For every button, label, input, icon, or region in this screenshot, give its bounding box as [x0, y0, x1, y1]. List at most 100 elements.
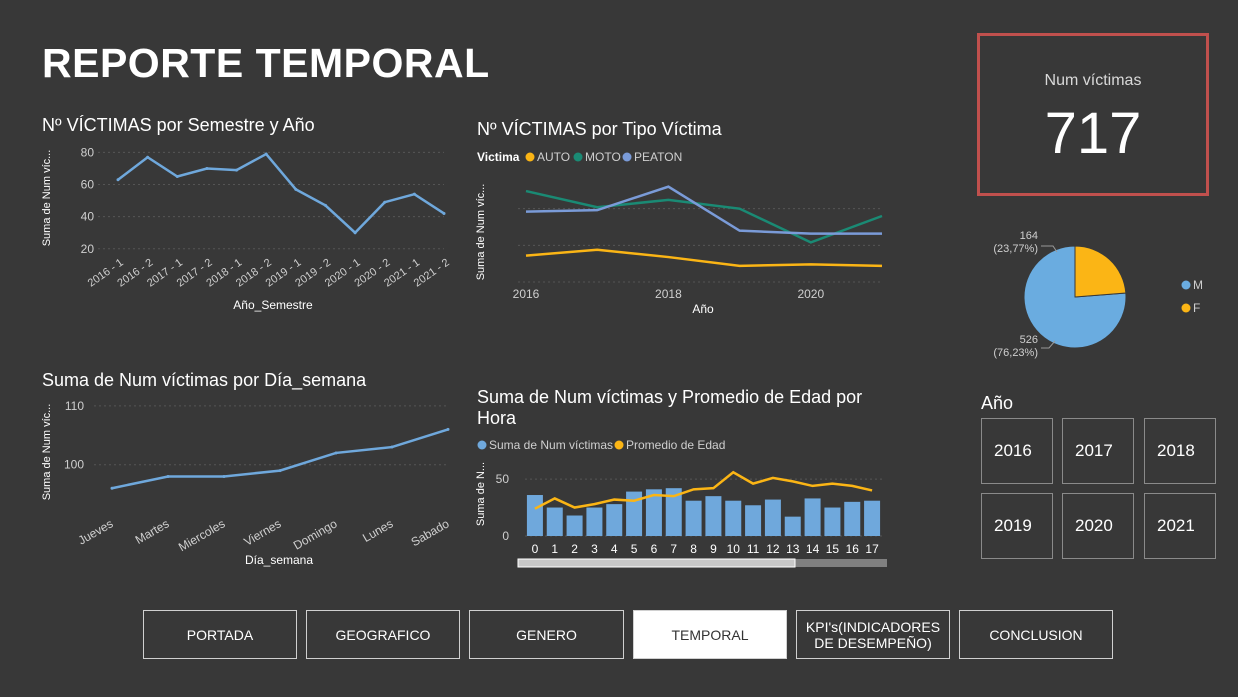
- y-axis-label: Suma de N...: [475, 462, 487, 526]
- chart-hora[interactable]: Suma de Num víctimas Promedio de Edad 0 50 0…: [470, 432, 895, 572]
- x-tick-label: 1: [551, 542, 558, 556]
- y-tick-label: 0: [502, 529, 509, 543]
- data-point: [323, 203, 327, 207]
- pie-label-m-value: 526: [1020, 334, 1038, 346]
- y-axis-label: Suma de Num víc...: [41, 404, 53, 501]
- year-button-2019[interactable]: 2019: [981, 493, 1053, 559]
- kpi-label: Num víctimas: [1044, 72, 1142, 89]
- x-tick-label: Sabado: [409, 516, 452, 549]
- data-point: [278, 469, 282, 473]
- y-tick-label: 80: [81, 145, 95, 159]
- x-tick-label: Martes: [133, 516, 172, 546]
- y-tick-label: 20: [81, 242, 95, 256]
- x-tick-label: 2016: [513, 287, 540, 301]
- x-tick-label: 8: [690, 542, 697, 556]
- data-point: [412, 192, 416, 196]
- x-tick-label: 4: [611, 542, 618, 556]
- legend-marker-auto: [525, 152, 535, 162]
- bar: [804, 498, 821, 536]
- legend-label-f: F: [1193, 301, 1200, 315]
- series-line: [111, 428, 449, 490]
- nav-button-portada[interactable]: PORTADA: [143, 610, 297, 659]
- series-line-moto: [525, 189, 883, 244]
- x-tick-label: 0: [532, 542, 539, 556]
- chart-genero-pie[interactable]: 164(23,77%) 526(76,23%) MF: [975, 220, 1225, 370]
- x-tick-label: 2020: [797, 287, 824, 301]
- year-button-2021[interactable]: 2021: [1144, 493, 1216, 559]
- legend-label-promedio-edad: Promedio de Edad: [626, 438, 725, 452]
- kpi-card: Num víctimas 717: [977, 33, 1209, 196]
- data-point: [390, 445, 394, 449]
- bar: [645, 489, 662, 536]
- x-tick-label: 5: [631, 542, 638, 556]
- y-tick-label: 60: [81, 178, 95, 192]
- kpi-value: 717: [1044, 101, 1142, 166]
- year-button-2018[interactable]: 2018: [1144, 418, 1216, 484]
- bar: [764, 499, 781, 536]
- data-point: [222, 474, 226, 478]
- x-tick-label: 7: [670, 542, 677, 556]
- y-tick-label: 100: [64, 458, 84, 472]
- bar: [526, 495, 543, 536]
- legend-marker-m: [1181, 280, 1191, 290]
- chart-title-hora: Suma de Num víctimas y Promedio de Edad …: [477, 387, 863, 428]
- legend-label-auto: AUTO: [537, 150, 570, 164]
- scrollbar-thumb[interactable]: [517, 558, 796, 568]
- y-tick-label: 40: [81, 210, 95, 224]
- year-button-2020[interactable]: 2020: [1062, 493, 1134, 559]
- pie-slice-f: [1074, 245, 1127, 298]
- x-axis-label: Año_Semestre: [233, 298, 313, 312]
- bar: [705, 496, 722, 536]
- data-point: [116, 178, 120, 182]
- bar: [784, 516, 801, 536]
- year-button-2016[interactable]: 2016: [981, 418, 1053, 484]
- chart-tipo-victima[interactable]: Victima AUTO MOTO PEATON 2016 2018 2020 Año Suma…: [470, 144, 895, 324]
- nav-button-genero[interactable]: GENERO: [469, 610, 624, 659]
- pie-leader-line: [1041, 340, 1056, 349]
- y-tick-label: 50: [496, 472, 510, 486]
- year-button-2017[interactable]: 2017: [1062, 418, 1134, 484]
- nav-button-geografico[interactable]: GEOGRAFICO: [306, 610, 460, 659]
- chart-title-dia: Suma de Num víctimas por Día_semana: [42, 370, 367, 390]
- chart-dia-semana[interactable]: 100 110 Jueves Martes Miercoles Viernes Doming…: [36, 392, 456, 572]
- x-tick-label: 13: [786, 542, 800, 556]
- x-tick-label: 2018: [655, 287, 682, 301]
- x-tick-label: 12: [766, 542, 780, 556]
- pie-leader-line: [1041, 245, 1058, 253]
- series-line: [117, 152, 445, 235]
- bar: [586, 507, 603, 536]
- x-tick-label: Domingo: [291, 516, 340, 552]
- nav-button-temporal[interactable]: TEMPORAL: [633, 610, 787, 659]
- x-tick-label: 14: [806, 542, 820, 556]
- legend-label-num-victimas: Suma de Num víctimas: [489, 438, 613, 452]
- bar: [566, 515, 583, 536]
- chart-title-tipo: Nº VÍCTIMAS por Tipo Víctima: [477, 119, 722, 139]
- y-tick-label: 110: [65, 399, 84, 413]
- x-tick-label: 2: [571, 542, 578, 556]
- x-tick-label: 17: [865, 542, 879, 556]
- legend-marker-peaton: [622, 152, 632, 162]
- bar: [685, 500, 702, 536]
- x-tick-label: Jueves: [76, 516, 116, 547]
- x-tick-label: 11: [747, 542, 760, 556]
- data-point: [383, 200, 387, 204]
- pie-label-f-value: 164: [1020, 230, 1038, 242]
- x-tick-label: 9: [710, 542, 717, 556]
- chart-title-semestre: Nº VÍCTIMAS por Semestre y Año: [42, 115, 315, 135]
- bar: [725, 500, 742, 536]
- x-tick-label: 3: [591, 542, 598, 556]
- nav-button-kpis[interactable]: KPI's(INDICADORES DE DESEMPEÑO): [796, 610, 950, 659]
- legend-marker-f: [1181, 303, 1191, 313]
- bar: [626, 491, 643, 536]
- x-tick-label: 16: [846, 542, 860, 556]
- bar: [745, 505, 762, 536]
- legend-title: Victima: [477, 150, 520, 164]
- nav-button-conclusion[interactable]: CONCLUSION: [959, 610, 1113, 659]
- legend-marker-moto: [573, 152, 583, 162]
- pie-label-f-pct: (23,77%): [993, 243, 1038, 255]
- bar: [824, 507, 841, 536]
- pie-label-m-pct: (76,23%): [993, 347, 1038, 359]
- x-tick-label: 10: [727, 542, 741, 556]
- data-point: [166, 474, 170, 478]
